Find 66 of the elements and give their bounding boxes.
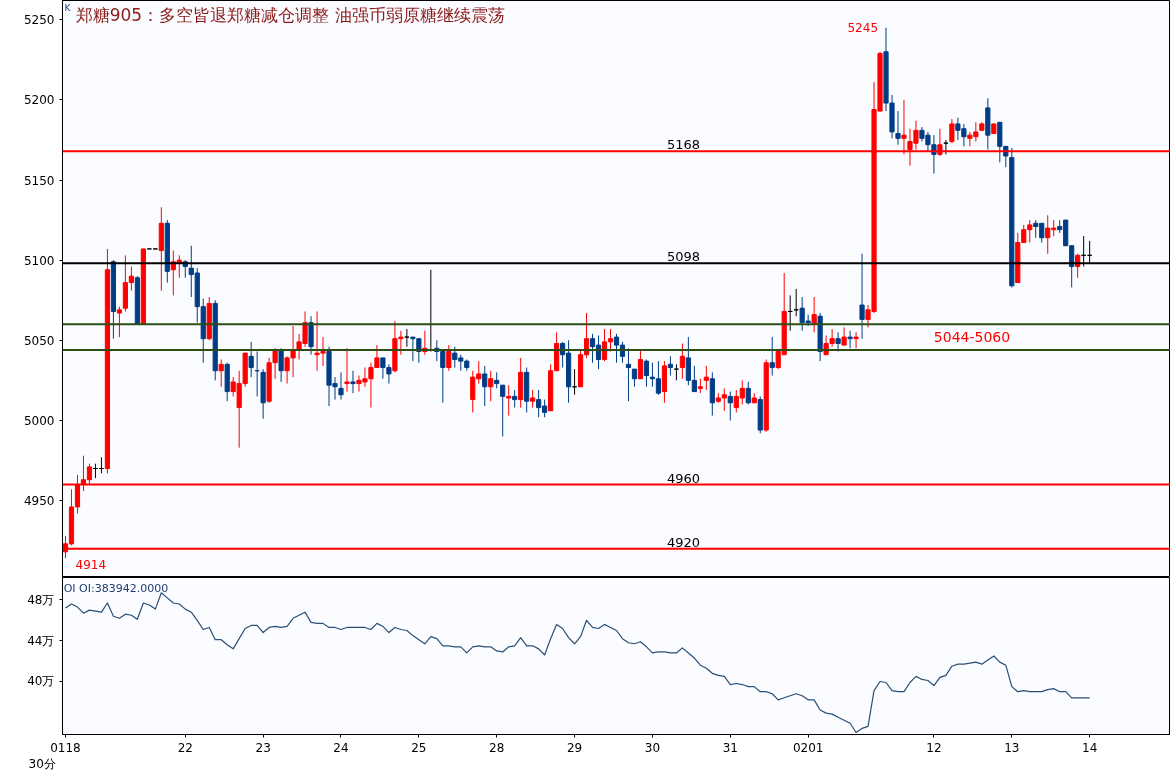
candlestick [727, 391, 733, 421]
candlestick [643, 359, 650, 388]
candlestick [116, 306, 122, 338]
candlestick [667, 355, 673, 377]
x-tick-label: 0118 [50, 740, 81, 755]
candlestick [338, 371, 344, 401]
candlestick [949, 118, 955, 144]
candlestick [404, 328, 410, 348]
chart-title: 郑糖905：多空皆退郑糖减仓调整 油强币弱原糖继续震荡 [75, 4, 505, 25]
ref-line-label: 5168 [667, 137, 701, 153]
candlestick [482, 365, 488, 407]
x-tick-label: 14 [1082, 740, 1098, 755]
candlestick [625, 347, 632, 402]
annotation: 5245 [847, 21, 879, 36]
y-tick-label: 5250 [23, 13, 55, 28]
y-tick-label: 5000 [23, 413, 55, 428]
y-tick-label: 5150 [23, 173, 55, 188]
ref-line-label: 5098 [667, 249, 701, 265]
candlestick [488, 370, 494, 402]
candlestick [679, 342, 685, 380]
x-tick-label: 24 [333, 740, 349, 755]
candlestick [859, 253, 865, 340]
text: 30分 [28, 756, 56, 770]
candlestick [769, 336, 775, 377]
x-tick-label: 31 [722, 740, 738, 755]
annotation: 4914 [75, 558, 107, 573]
candlestick [943, 139, 949, 155]
x-tick-label: 23 [255, 740, 271, 755]
x-tick-label: 28 [489, 740, 505, 755]
candlestick [745, 381, 751, 405]
y-tick-label: 44万 [27, 633, 55, 648]
x-tick-label: 12 [926, 740, 942, 755]
candlestick [506, 384, 512, 417]
candlestick [350, 370, 356, 394]
candlestick [841, 326, 847, 346]
x-tick-label: 29 [566, 740, 583, 755]
y-tick-label: 4950 [23, 494, 55, 509]
x-tick-label: 25 [411, 740, 427, 755]
y-tick-label: 5100 [23, 253, 55, 268]
candlestick [703, 365, 709, 391]
candlestick [895, 110, 901, 146]
candlestick [344, 347, 350, 393]
x-tick-label: 0201 [792, 740, 824, 755]
candlestick [446, 344, 452, 372]
y-tick-label: 5200 [23, 93, 55, 108]
annotation: K [64, 2, 72, 13]
candlestick [500, 384, 506, 437]
annotation: 5044-5060 [933, 329, 1011, 346]
candlestick [637, 349, 644, 380]
candlestick [835, 331, 841, 353]
x-tick-label: 22 [177, 740, 193, 755]
candlestick [811, 296, 817, 333]
y-tick-label: 40万 [27, 674, 55, 689]
y-tick-label: 5050 [23, 333, 55, 348]
x-tick-label: 13 [1004, 740, 1020, 755]
ref-line-label: 4920 [667, 534, 701, 550]
candlestick [853, 331, 859, 349]
text: OI OI:383942.0000 [63, 581, 169, 595]
y-tick-label: 48万 [27, 592, 55, 607]
x-tick-label: 30 [644, 740, 661, 755]
ref-line-label: 4960 [667, 470, 701, 486]
candlestick [248, 341, 254, 378]
line-series [64, 592, 1091, 734]
candlestick [847, 330, 853, 349]
candlestick [278, 347, 284, 383]
candlestick [218, 359, 224, 388]
